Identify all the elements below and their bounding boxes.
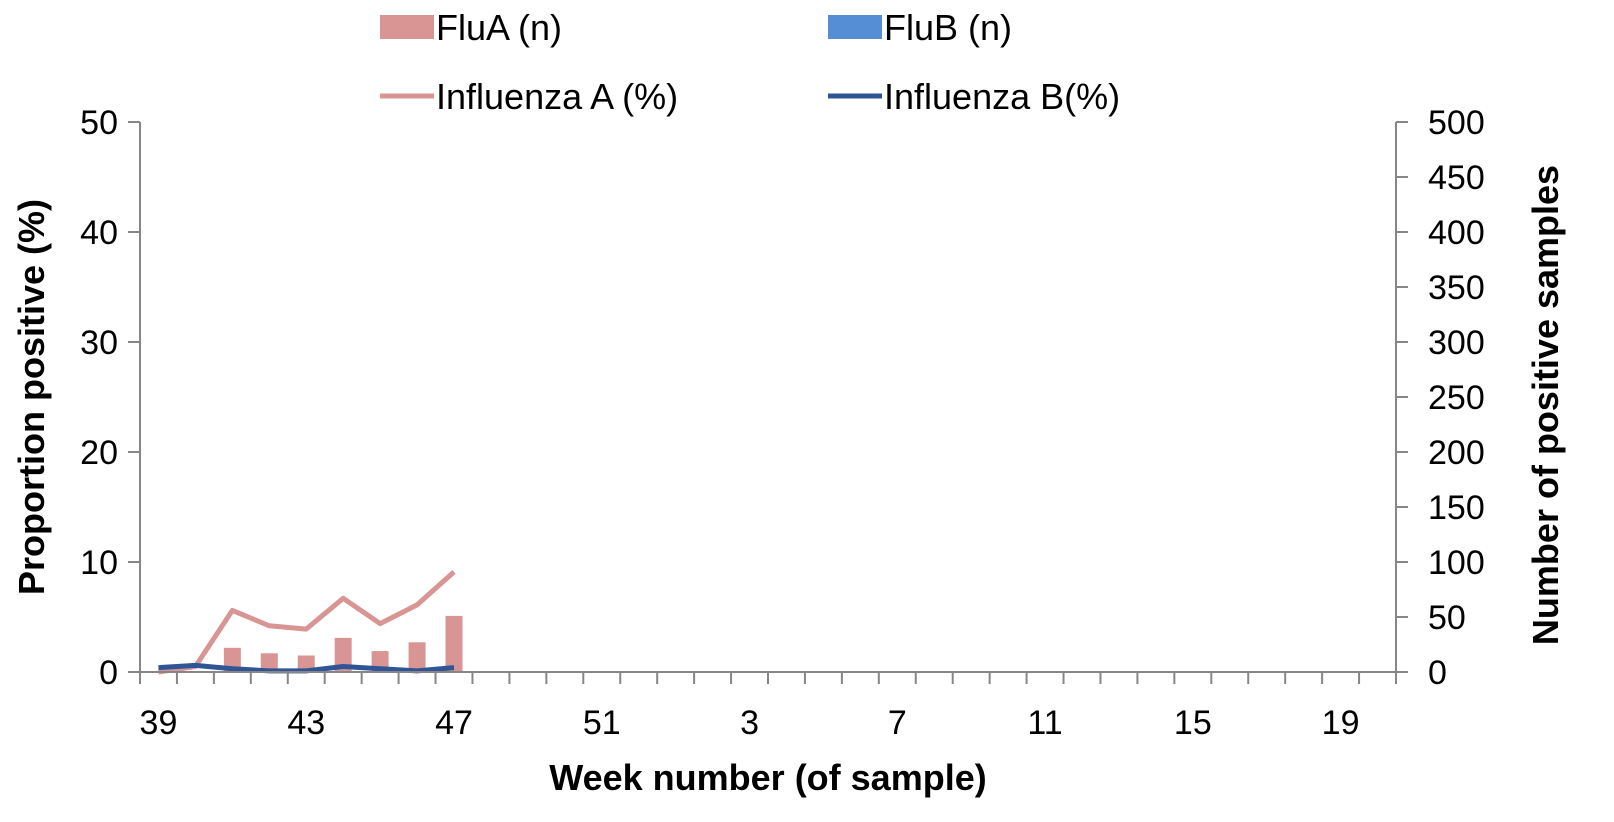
legend-label: Influenza A (%) [436, 76, 678, 117]
x-axis-title: Week number (of sample) [549, 757, 986, 798]
x-tick-label: 15 [1174, 704, 1212, 742]
bar-flua-n- [408, 642, 426, 672]
bar-flua-n- [445, 615, 463, 672]
y-right-tick-label: 350 [1428, 269, 1485, 307]
bar-flua-n- [260, 653, 278, 672]
y-left-tick-label: 40 [80, 214, 118, 252]
x-tick-label: 7 [888, 704, 907, 742]
x-tick-label: 11 [1027, 704, 1062, 742]
y-right-tick-label: 100 [1428, 544, 1485, 582]
bars-layer [223, 615, 463, 672]
bar-flua-n- [334, 637, 352, 672]
y-left-tick-label: 30 [80, 324, 118, 362]
axes-layer: 0102030405005010015020025030035040045050… [80, 104, 1485, 742]
y-right-tick-label: 400 [1428, 214, 1485, 252]
y-left-tick-label: 20 [80, 434, 118, 472]
y-right-tick-label: 250 [1428, 379, 1485, 417]
bar-flua-n- [297, 655, 315, 672]
y-right-tick-label: 500 [1428, 104, 1485, 142]
line-influenza-b- [158, 662, 455, 674]
x-tick-label: 19 [1322, 704, 1360, 742]
y-right-tick-label: 150 [1428, 489, 1485, 527]
legend: FluA (n) FluB (n) Influenza A (%) Influenza… [380, 7, 1120, 117]
x-tick-label: 43 [287, 704, 325, 742]
legend-label: FluB (n) [884, 7, 1012, 48]
x-tick-label: 39 [140, 704, 178, 742]
legend-swatch [380, 15, 434, 39]
x-tick-label: 47 [435, 704, 473, 742]
x-tick-label: 51 [583, 704, 621, 742]
legend-label: Influenza B(%) [884, 76, 1120, 117]
line-influenza-a- [158, 570, 456, 675]
y-axis-left-title: Proportion positive (%) [11, 199, 52, 595]
lines-layer [158, 570, 456, 675]
y-left-tick-label: 0 [99, 654, 118, 692]
y-left-tick-label: 50 [80, 104, 118, 142]
y-right-tick-label: 200 [1428, 434, 1485, 472]
y-right-tick-label: 450 [1428, 159, 1485, 197]
legend-label: FluA (n) [436, 7, 562, 48]
y-right-tick-label: 0 [1428, 654, 1447, 692]
y-axis-right-title: Number of positive samples [1525, 165, 1566, 645]
legend-swatch [828, 15, 882, 39]
y-right-tick-label: 300 [1428, 324, 1485, 362]
y-left-tick-label: 10 [80, 544, 118, 582]
x-tick-label: 3 [740, 704, 759, 742]
y-right-tick-label: 50 [1428, 599, 1466, 637]
